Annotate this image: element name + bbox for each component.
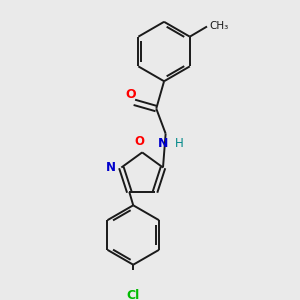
Text: O: O (125, 88, 136, 101)
Text: O: O (134, 136, 144, 148)
Text: N: N (106, 161, 116, 174)
Text: H: H (175, 137, 184, 150)
Text: Cl: Cl (127, 289, 140, 300)
Text: CH₃: CH₃ (209, 22, 229, 32)
Text: N: N (158, 137, 169, 150)
